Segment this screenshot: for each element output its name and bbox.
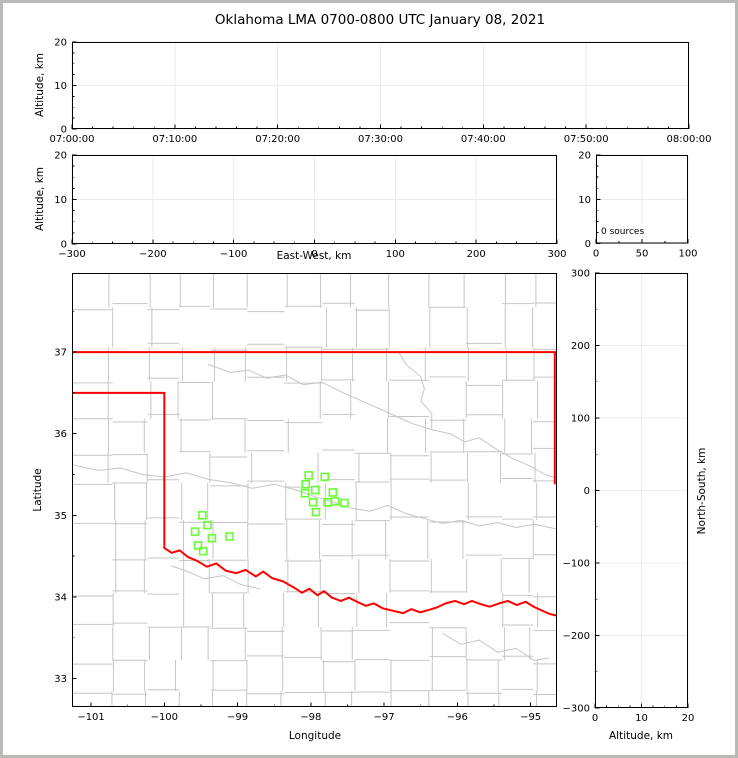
axes-time-height: 07:00:00 07:10:00 07:20:00 07:30:00 07:40:00… bbox=[50, 38, 712, 146]
svg-text:200: 200 bbox=[467, 249, 486, 260]
lma-source-marker bbox=[203, 520, 212, 530]
svg-text:07:10:00: 07:10:00 bbox=[152, 134, 197, 145]
lma-source-marker bbox=[198, 510, 207, 520]
ew-height-ylabel: Altitude, km bbox=[33, 166, 46, 232]
axes-source-hist: 0 50 100 0 10 20 bbox=[578, 151, 697, 260]
svg-text:−97: −97 bbox=[374, 712, 395, 723]
lma-source-marker bbox=[328, 488, 338, 497]
svg-text:−200: −200 bbox=[563, 631, 590, 642]
map-content bbox=[72, 273, 557, 707]
svg-text:08:00:00: 08:00:00 bbox=[667, 134, 712, 145]
svg-text:10: 10 bbox=[578, 195, 591, 206]
panel-ns-height: 0 10 20 300 200 100 0 −100 −200 −300 bbox=[563, 269, 695, 725]
lma-source-marker bbox=[340, 498, 349, 508]
svg-text:20: 20 bbox=[682, 713, 695, 724]
svg-text:300: 300 bbox=[571, 269, 590, 280]
svg-text:100: 100 bbox=[386, 249, 405, 260]
figure-title: Oklahoma LMA 0700-0800 UTC January 08, 2… bbox=[214, 12, 546, 28]
panel-plan-map: −101 −100 −99 −98 −97 −96 −95 33 34 35 36 37 bbox=[54, 273, 557, 723]
county-boundaries bbox=[72, 273, 557, 707]
svg-text:20: 20 bbox=[54, 151, 67, 162]
ns-height-xlabel: Altitude, km bbox=[608, 730, 674, 742]
lma-source-marker bbox=[225, 532, 234, 541]
svg-text:37: 37 bbox=[54, 348, 67, 359]
svg-text:0: 0 bbox=[592, 713, 598, 724]
lma-source-marker bbox=[193, 541, 203, 550]
svg-text:0: 0 bbox=[593, 249, 599, 260]
lma-source-marker bbox=[330, 497, 340, 506]
lma-source-marker bbox=[198, 546, 208, 556]
svg-text:300: 300 bbox=[547, 249, 566, 260]
svg-text:20: 20 bbox=[54, 38, 67, 49]
lma-source-marker bbox=[207, 533, 217, 543]
state-border bbox=[72, 351, 557, 617]
axes-plan-map: −101 −100 −99 −98 −97 −96 −95 33 34 35 36 37 bbox=[54, 273, 557, 723]
svg-text:100: 100 bbox=[571, 414, 590, 425]
panel-ew-height: −300 −200 −100 0 100 200 300 0 10 20 bbox=[54, 151, 566, 261]
lma-source-marker bbox=[300, 488, 310, 498]
svg-text:−101: −101 bbox=[77, 712, 104, 723]
svg-text:36: 36 bbox=[54, 429, 67, 440]
panel-source-hist: 0 50 100 0 10 20 bbox=[578, 151, 697, 260]
svg-text:10: 10 bbox=[635, 713, 648, 724]
svg-text:0: 0 bbox=[585, 239, 591, 250]
lma-source-marker bbox=[308, 497, 318, 507]
lma-source-marker bbox=[311, 507, 321, 517]
svg-text:200: 200 bbox=[571, 341, 590, 352]
source-markers bbox=[190, 471, 349, 556]
time-height-ylabel: Altitude, km bbox=[33, 52, 46, 118]
ew-height-xlabel: East-West, km bbox=[276, 250, 352, 262]
svg-text:0: 0 bbox=[584, 486, 590, 497]
map-ylabel: Latitude bbox=[31, 468, 44, 512]
svg-text:0: 0 bbox=[311, 249, 317, 260]
svg-text:50: 50 bbox=[636, 249, 649, 260]
lma-source-marker bbox=[304, 471, 313, 480]
svg-text:07:30:00: 07:30:00 bbox=[358, 134, 403, 145]
svg-text:0: 0 bbox=[61, 125, 67, 136]
source-count-annotation: 0 sources bbox=[601, 227, 645, 237]
svg-text:07:00:00: 07:00:00 bbox=[50, 134, 95, 145]
lma-source-marker bbox=[190, 527, 200, 536]
svg-text:10: 10 bbox=[54, 195, 67, 206]
panel-time-height: 07:00:00 07:10:00 07:20:00 07:30:00 07:40:00… bbox=[50, 38, 712, 146]
svg-text:07:20:00: 07:20:00 bbox=[255, 134, 300, 145]
svg-text:20: 20 bbox=[578, 151, 591, 162]
svg-text:−99: −99 bbox=[227, 712, 248, 723]
svg-text:−100: −100 bbox=[563, 559, 590, 570]
map-xlabel: Longitude bbox=[288, 730, 342, 742]
svg-text:−96: −96 bbox=[447, 712, 468, 723]
svg-text:0: 0 bbox=[61, 240, 67, 251]
svg-text:−100: −100 bbox=[151, 712, 178, 723]
ns-height-ylabel: North-South, km bbox=[695, 447, 708, 535]
lma-source-marker bbox=[320, 472, 330, 482]
svg-text:35: 35 bbox=[54, 511, 67, 522]
svg-text:100: 100 bbox=[678, 249, 697, 260]
svg-text:−100: −100 bbox=[220, 249, 247, 260]
axes-ns-height: 0 10 20 300 200 100 0 −100 −200 −300 bbox=[563, 269, 695, 725]
svg-text:−98: −98 bbox=[300, 712, 321, 723]
axes-ew-height: −300 −200 −100 0 100 200 300 0 10 20 bbox=[54, 151, 566, 261]
svg-text:−300: −300 bbox=[58, 249, 85, 260]
svg-text:07:40:00: 07:40:00 bbox=[461, 134, 506, 145]
svg-text:−200: −200 bbox=[139, 249, 166, 260]
svg-text:−95: −95 bbox=[520, 712, 541, 723]
svg-text:10: 10 bbox=[54, 81, 67, 92]
svg-text:07:50:00: 07:50:00 bbox=[564, 134, 609, 145]
lma-source-marker bbox=[310, 485, 320, 495]
svg-text:−300: −300 bbox=[563, 704, 590, 715]
svg-text:33: 33 bbox=[54, 674, 67, 685]
lma-source-marker bbox=[301, 479, 311, 489]
svg-text:34: 34 bbox=[54, 592, 67, 603]
